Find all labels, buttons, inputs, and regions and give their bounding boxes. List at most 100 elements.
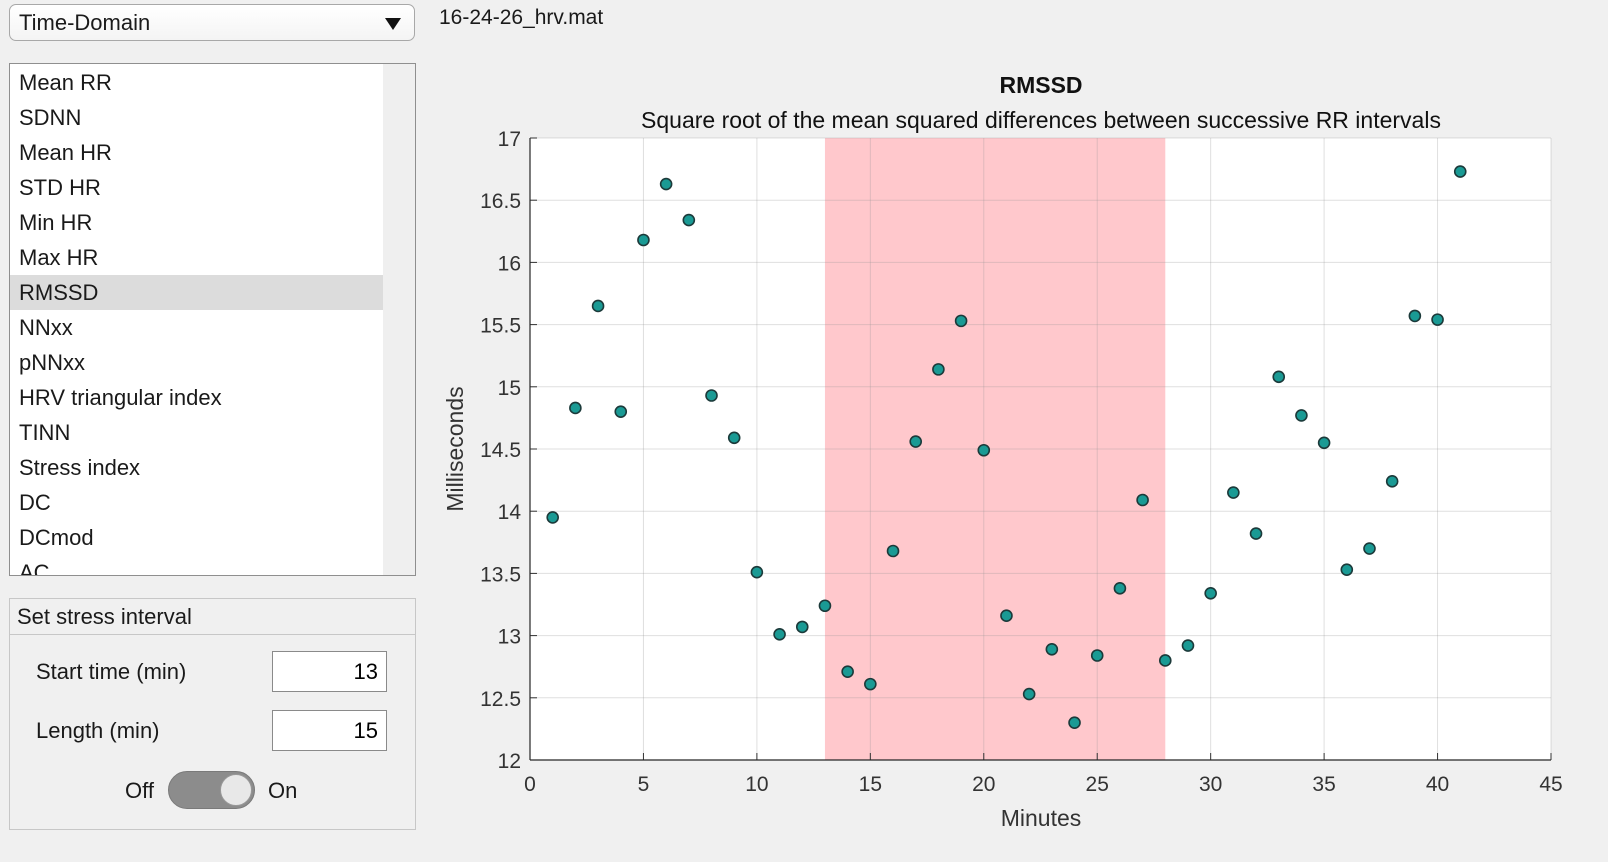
list-item[interactable]: STD HR: [19, 175, 101, 200]
data-point: [1000, 609, 1013, 622]
data-point: [841, 665, 854, 678]
plot-area: [530, 138, 1551, 760]
list-item[interactable]: RMSSD: [10, 275, 384, 310]
data-point: [1295, 409, 1308, 422]
list-item[interactable]: SDNN: [19, 105, 82, 130]
data-point: [1068, 716, 1081, 729]
x-tick-label: 25: [1086, 773, 1109, 796]
data-point: [1272, 370, 1286, 384]
data-point: [886, 544, 900, 558]
list-item[interactable]: Min HR: [19, 210, 93, 235]
toggle-off-label: Off: [125, 778, 154, 803]
x-tick-label: 30: [1199, 773, 1222, 796]
data-point: [795, 620, 809, 634]
data-point: [1090, 649, 1104, 662]
y-tick-label: 14: [498, 501, 522, 524]
list-item[interactable]: DC: [19, 490, 51, 515]
list-item[interactable]: Mean HR: [19, 140, 112, 165]
data-point: [1113, 582, 1127, 595]
x-tick-label: 15: [859, 773, 882, 796]
data-point: [705, 389, 718, 402]
list-item[interactable]: DCmod: [19, 525, 94, 550]
data-point: [750, 565, 764, 579]
list-item[interactable]: AC: [19, 560, 50, 576]
data-point: [1340, 563, 1354, 576]
data-point: [1431, 313, 1444, 326]
y-tick-label: 17: [498, 128, 521, 151]
data-point: [1408, 309, 1422, 323]
data-point: [977, 443, 991, 457]
grid-lines: [529, 137, 1552, 761]
data-point: [864, 677, 877, 691]
data-point: [1136, 493, 1149, 507]
y-axis-label: Milliseconds: [442, 386, 468, 511]
length-input[interactable]: [272, 710, 387, 751]
data-point: [818, 599, 832, 613]
length-label: Length (min): [36, 718, 160, 743]
data-point: [1022, 687, 1036, 701]
tick-labels: 0 5 10 15 20 25 30 35 40 45 12 12.5 13 13.5 14 14.5 15 15…: [480, 128, 1563, 796]
x-tick-label: 0: [524, 773, 536, 796]
data-point: [1249, 527, 1263, 540]
data-point: [1363, 542, 1376, 555]
chevron-down-icon[interactable]: [385, 18, 401, 30]
list-item[interactable]: TINN: [19, 420, 71, 445]
panel-title: Set stress interval: [10, 599, 415, 635]
x-tick-label: 45: [1539, 773, 1562, 796]
chart-title: RMSSD: [999, 72, 1082, 98]
data-point: [1385, 475, 1399, 488]
y-tick-label: 13: [498, 626, 521, 649]
x-tick-label: 40: [1426, 773, 1449, 796]
y-tick-label: 14.5: [480, 439, 521, 462]
data-point: [546, 511, 559, 524]
data-point: [773, 628, 786, 641]
data-point: [659, 177, 673, 191]
data-point: [1158, 654, 1172, 667]
list-item[interactable]: Stress index: [19, 455, 141, 480]
toggle-on-label: On: [268, 778, 298, 803]
y-tick-label: 12: [498, 750, 521, 773]
analysis-type-dropdown[interactable]: Time-Domain: [9, 4, 415, 41]
start-time-label: Start time (min): [36, 659, 187, 684]
data-point: [727, 431, 741, 445]
axes: [529, 137, 1552, 761]
data-point: [909, 435, 923, 448]
data-point: [1227, 486, 1240, 499]
x-axis-label: Minutes: [1001, 805, 1082, 831]
metric-list[interactable]: Mean RR SDNN Mean HR STD HR Min HR Max HR RMSS…: [9, 63, 416, 576]
x-tick-label: 20: [972, 773, 995, 796]
data-point: [1181, 639, 1195, 652]
list-scrollbar[interactable]: [383, 64, 415, 575]
file-name: 16-24-26_hrv.mat: [439, 6, 604, 29]
data-point: [569, 401, 582, 415]
list-item[interactable]: pNNxx: [19, 350, 86, 375]
y-tick-label: 13.5: [480, 563, 521, 586]
x-tick-label: 10: [745, 773, 768, 796]
list-item[interactable]: Max HR: [19, 245, 99, 270]
y-tick-label: 12.5: [480, 688, 521, 711]
data-point: [1453, 165, 1467, 178]
toggle-knob[interactable]: [220, 774, 252, 806]
stress-interval-band: [824, 138, 1166, 760]
data-points: [546, 165, 1467, 729]
y-tick-label: 16.5: [480, 190, 521, 213]
data-point: [591, 299, 605, 313]
data-point: [932, 363, 945, 376]
list-item[interactable]: HRV triangular index: [19, 385, 222, 410]
dropdown-value: Time-Domain: [19, 10, 151, 35]
x-tick-label: 5: [638, 773, 650, 796]
data-point: [1204, 587, 1217, 600]
y-tick-label: 15: [498, 377, 521, 400]
start-time-input[interactable]: [272, 651, 387, 692]
data-point: [954, 314, 968, 328]
chart-subtitle: Square root of the mean squared differen…: [641, 107, 1441, 133]
y-tick-label: 16: [498, 252, 521, 275]
data-point: [1317, 436, 1331, 450]
data-point: [1045, 642, 1059, 656]
list-item[interactable]: Mean RR: [19, 70, 112, 95]
x-tick-label: 35: [1312, 773, 1335, 796]
list-item[interactable]: NNxx: [19, 315, 73, 340]
data-point: [682, 213, 696, 227]
y-tick-label: 15.5: [480, 315, 521, 338]
stress-toggle-switch[interactable]: [168, 771, 255, 809]
